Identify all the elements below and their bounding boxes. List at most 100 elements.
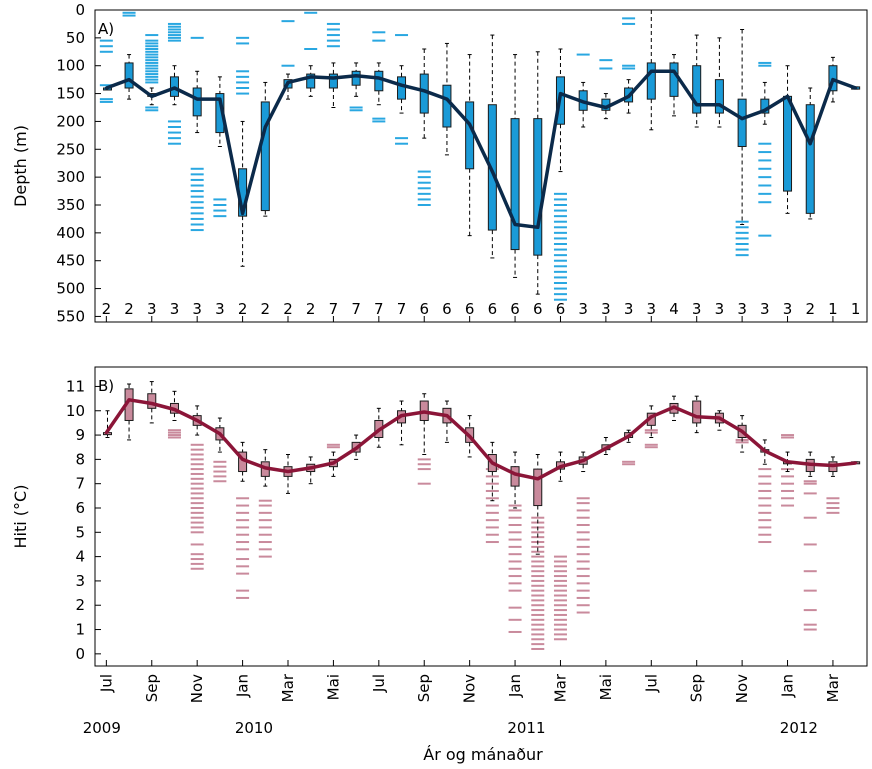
median-point (241, 211, 245, 215)
x-tick-label: Mai (324, 674, 342, 700)
y-tick-label: 0 (75, 645, 85, 663)
median-point (558, 92, 562, 96)
year-label: 2012 (780, 719, 818, 737)
y-tick-label: 250 (56, 140, 85, 158)
median-point (786, 460, 790, 464)
y-tick-label: 150 (56, 85, 85, 103)
median-point (695, 415, 699, 419)
median-point (286, 470, 290, 474)
sample-count-label: 6 (510, 300, 520, 318)
x-tick-label: Jan (234, 674, 252, 698)
median-point (672, 69, 676, 73)
sample-count-label: 3 (715, 300, 725, 318)
median-point (604, 446, 608, 450)
median-point (536, 477, 540, 481)
x-tick-label: Nov (461, 674, 479, 703)
x-tick-label: Nov (188, 674, 206, 703)
median-point (445, 97, 449, 101)
median-point (808, 142, 812, 146)
box-mark (147, 393, 157, 409)
box-mark (510, 118, 520, 251)
sample-count-label: 6 (488, 300, 498, 318)
y-tick-label: 300 (56, 168, 85, 186)
box-mark (783, 95, 793, 192)
median-point (831, 78, 835, 82)
box-mark (737, 98, 747, 148)
median-point (445, 414, 449, 418)
box-mark (397, 76, 407, 100)
box-mark (533, 468, 543, 507)
median-point (740, 117, 744, 121)
y-tick-label: 1 (75, 621, 85, 639)
year-label: 2010 (235, 719, 273, 737)
year-label: 2009 (83, 719, 121, 737)
box-mark (192, 87, 202, 117)
median-point (331, 461, 335, 465)
median-point (150, 94, 154, 98)
median-point (558, 465, 562, 469)
median-point (400, 414, 404, 418)
median-point (400, 83, 404, 87)
median-point (581, 459, 585, 463)
box-mark (487, 104, 497, 231)
median-point (218, 432, 222, 436)
year-label: 2011 (507, 719, 545, 737)
sample-count-label: 6 (556, 300, 566, 318)
panel-a-y-axis-title: Depth (m) (11, 125, 30, 207)
x-tick-label: Sep (415, 674, 433, 702)
box-mark (328, 73, 338, 89)
median-point (627, 434, 631, 438)
y-tick-label: 0 (75, 1, 85, 19)
x-tick-label: Jan (506, 674, 524, 698)
sample-count-label: 1 (828, 300, 838, 318)
median-point (649, 69, 653, 73)
panel-a-frame (94, 9, 868, 323)
median-point (263, 125, 267, 129)
sample-count-label: 7 (329, 300, 339, 318)
panel-b-label: B) (98, 377, 114, 395)
median-point (468, 434, 472, 438)
box-mark (692, 65, 702, 114)
median-point (513, 223, 517, 226)
sample-count-label: 3 (601, 300, 611, 318)
y-tick-label: 2 (75, 596, 85, 614)
sample-count-label: 3 (192, 300, 202, 318)
median-point (831, 463, 835, 467)
box-mark (805, 104, 815, 214)
box-mark (533, 118, 543, 256)
sample-count-label: 3 (147, 300, 157, 318)
median-point (468, 122, 472, 126)
sample-count-label: 6 (442, 300, 452, 318)
x-tick-label: Mar (279, 673, 297, 702)
y-tick-label: 550 (56, 307, 85, 325)
median-point (241, 457, 245, 461)
sample-count-label: 3 (170, 300, 180, 318)
box-mark (260, 101, 270, 212)
sample-count-label: 3 (647, 300, 657, 318)
y-tick-label: 500 (56, 280, 85, 298)
sample-count-label: 2 (238, 300, 248, 318)
median-point (104, 431, 108, 435)
panel-a-label: A) (98, 20, 114, 38)
box-mark (442, 84, 452, 128)
y-tick-label: 50 (66, 29, 85, 47)
box-mark (510, 466, 520, 487)
sample-count-label: 3 (578, 300, 588, 318)
y-tick-label: 7 (75, 475, 85, 493)
y-tick-label: 10 (66, 402, 85, 420)
median-point (786, 94, 790, 98)
median-point (604, 106, 608, 109)
sample-count-label: 3 (692, 300, 702, 318)
y-tick-label: 200 (56, 112, 85, 130)
sample-count-label: 6 (419, 300, 429, 318)
median-point (695, 103, 699, 107)
x-tick-label: Mar (551, 673, 569, 702)
box-mark (669, 62, 679, 97)
sample-count-label: 2 (102, 300, 112, 318)
median-point (490, 461, 494, 465)
x-tick-label: Nov (733, 674, 751, 703)
median-point (763, 449, 767, 453)
x-tick-label: Sep (143, 674, 161, 702)
median-point (513, 472, 517, 476)
median-point (331, 76, 335, 80)
